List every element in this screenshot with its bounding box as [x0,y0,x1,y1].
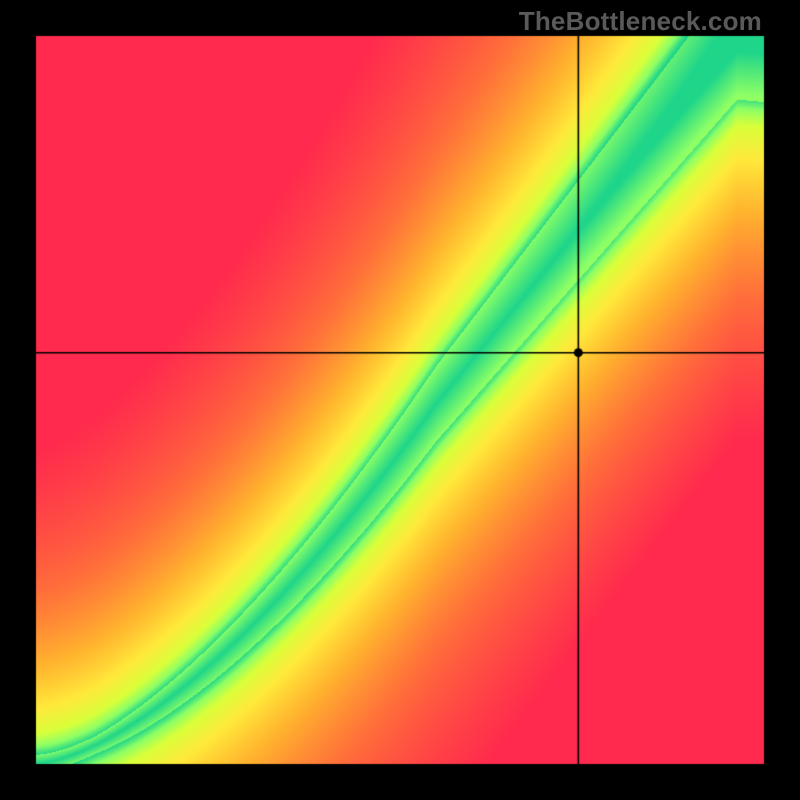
watermark-text: TheBottleneck.com [519,6,762,37]
chart-container: TheBottleneck.com [0,0,800,800]
heatmap-canvas [0,0,800,800]
